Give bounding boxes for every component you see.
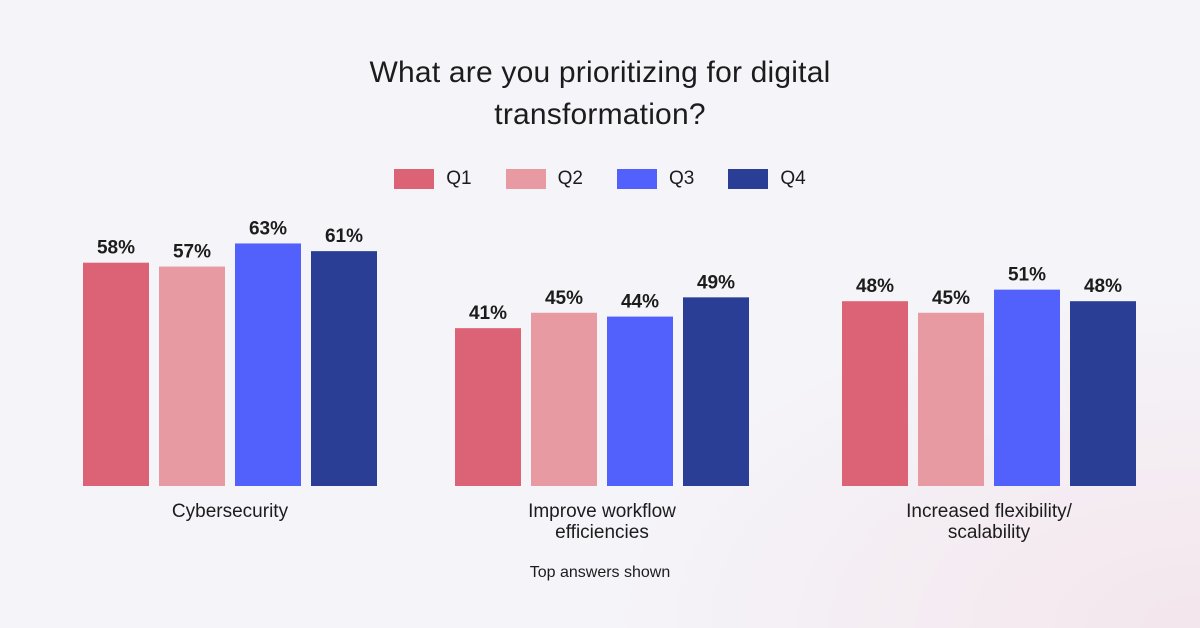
data-label-q3-cat3: 51% xyxy=(1008,265,1046,286)
bar-q4-cat2 xyxy=(683,297,749,486)
legend-item-q4: Q4 xyxy=(728,168,806,190)
legend-item-q1: Q1 xyxy=(394,168,472,190)
legend-label-q1: Q1 xyxy=(446,168,472,189)
legend-swatch-q2 xyxy=(505,169,546,189)
data-label-q4-cat2: 49% xyxy=(697,272,735,293)
data-label-q4-cat1: 61% xyxy=(325,226,363,247)
bar-q2-cat2 xyxy=(531,312,597,486)
legend-swatch-q1 xyxy=(394,169,435,189)
data-label-q2-cat2: 45% xyxy=(545,288,583,309)
data-label-q2-cat1: 57% xyxy=(173,242,211,263)
footnote: Top answers shown xyxy=(529,564,671,581)
data-label-q1-cat1: 58% xyxy=(97,238,135,259)
bar-q4-cat1 xyxy=(311,251,377,486)
category-label-1-line-1: Cybersecurity xyxy=(172,501,289,522)
bar-q3-cat2 xyxy=(607,316,673,486)
legend-item-q2: Q2 xyxy=(505,168,583,190)
chart-title-line-1: What are you prioritizing for digital xyxy=(369,56,831,89)
category-label-2-line-1: Improve workflow xyxy=(528,501,676,522)
bar-q1-cat1 xyxy=(83,262,149,486)
bar-q1-cat2 xyxy=(455,328,521,486)
bar-q3-cat3 xyxy=(994,289,1060,486)
chart-title-line-2: transformation? xyxy=(494,98,706,131)
chart-title: What are you prioritizing for digital tr… xyxy=(0,52,1200,136)
legend-label-q2: Q2 xyxy=(557,168,583,189)
bar-q3-cat1 xyxy=(235,243,301,486)
legend-swatch-q4 xyxy=(728,169,769,189)
data-label-q2-cat3: 45% xyxy=(932,288,970,309)
legend-label-q4: Q4 xyxy=(780,168,806,189)
legend-item-q3: Q3 xyxy=(617,168,694,190)
bar-q4-cat3 xyxy=(1070,301,1136,486)
bar-q1-cat3 xyxy=(842,301,908,486)
legend-swatch-q3 xyxy=(617,169,657,189)
category-label-3-line-1: Increased flexibility/ xyxy=(906,501,1073,522)
data-label-q1-cat2: 41% xyxy=(469,303,507,324)
category-label-2-line-2: efficiencies xyxy=(555,522,649,543)
data-label-q3-cat2: 44% xyxy=(621,292,659,313)
data-label-q4-cat3: 48% xyxy=(1084,276,1122,297)
bar-q2-cat1 xyxy=(159,266,225,486)
category-label-3-line-2: scalability xyxy=(948,522,1031,543)
bar-q2-cat3 xyxy=(918,312,984,486)
data-label-q1-cat3: 48% xyxy=(856,276,894,297)
data-label-q3-cat1: 63% xyxy=(249,218,287,239)
legend-label-q3: Q3 xyxy=(669,168,695,189)
legend: Q1 Q2 Q3 Q4 xyxy=(0,168,1200,190)
